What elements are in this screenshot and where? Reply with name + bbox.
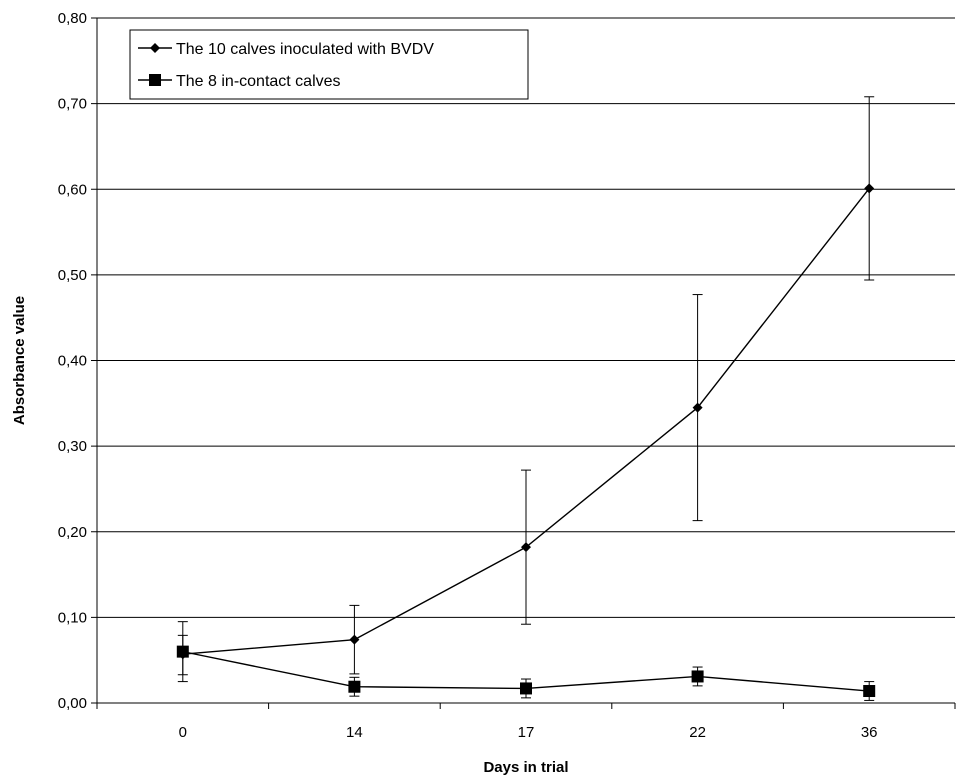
data-point (864, 183, 875, 194)
series-1 (177, 96, 875, 676)
series-group (176, 96, 876, 701)
x-tick-label: 0 (179, 724, 187, 741)
x-tick-label: 14 (346, 724, 363, 741)
data-point (520, 682, 532, 695)
y-tick-label: 0,20 (58, 524, 87, 541)
series-2 (176, 621, 876, 701)
x-tick-label: 17 (518, 724, 535, 741)
grid-lines (91, 17, 955, 704)
data-point (521, 542, 531, 553)
y-tick-label: 0,00 (58, 695, 87, 712)
data-point (863, 685, 876, 698)
x-tick-labels: 0 14 17 22 36 (179, 724, 878, 741)
legend-marker (149, 74, 161, 86)
x-tick-label: 22 (689, 724, 706, 741)
y-tick-label: 0,50 (58, 267, 87, 284)
x-axis-title: Days in trial (483, 759, 568, 776)
data-point (692, 402, 703, 413)
y-tick-label: 0,10 (58, 609, 87, 626)
data-point (348, 680, 361, 693)
y-tick-label: 0,40 (58, 353, 87, 370)
legend-box (129, 29, 529, 100)
y-tick-label: 0,80 (58, 10, 87, 27)
data-point (176, 645, 189, 658)
legend-item-1: The 10 calves inoculated with BVDV (138, 41, 434, 58)
data-point (349, 634, 360, 645)
legend-items: The 10 calves inoculated with BVDV The 8 … (138, 41, 434, 90)
x-axis-ticks (96, 703, 956, 709)
legend-label: The 8 in-contact calves (176, 73, 341, 90)
y-tick-label: 0,30 (58, 438, 87, 455)
y-tick-label: 0,70 (58, 96, 87, 113)
data-point (691, 670, 704, 683)
legend-item-2: The 8 in-contact calves (138, 73, 341, 90)
legend-label: The 10 calves inoculated with BVDV (176, 41, 434, 58)
y-axis-title: Absorbance value (11, 296, 28, 425)
x-tick-label: 36 (861, 724, 878, 741)
y-tick-labels: 0,00 0,10 0,20 0,30 0,40 0,50 0,60 0,70 0,80 (58, 10, 87, 712)
legend-marker (150, 43, 160, 53)
y-tick-label: 0,60 (58, 181, 87, 198)
legend: The 10 calves inoculated with BVDV The 8 … (129, 29, 529, 100)
